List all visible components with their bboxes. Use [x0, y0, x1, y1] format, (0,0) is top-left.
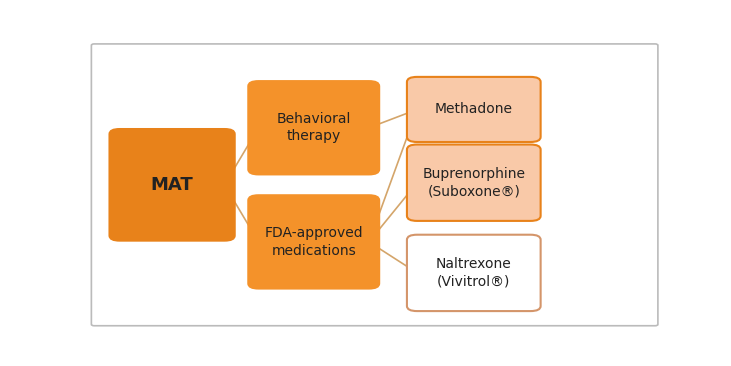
FancyBboxPatch shape	[407, 145, 541, 221]
Text: Behavioral
therapy: Behavioral therapy	[276, 112, 351, 143]
FancyBboxPatch shape	[407, 235, 541, 311]
Text: Buprenorphine
(Suboxone®): Buprenorphine (Suboxone®)	[423, 167, 526, 198]
FancyBboxPatch shape	[249, 81, 379, 175]
FancyBboxPatch shape	[249, 195, 379, 288]
Text: FDA-approved
medications: FDA-approved medications	[265, 226, 363, 258]
FancyBboxPatch shape	[91, 44, 658, 326]
FancyBboxPatch shape	[110, 129, 235, 240]
Text: Methadone: Methadone	[435, 102, 512, 116]
Text: Naltrexone
(Vivitrol®): Naltrexone (Vivitrol®)	[436, 257, 512, 288]
FancyBboxPatch shape	[407, 77, 541, 142]
Text: MAT: MAT	[151, 176, 194, 194]
